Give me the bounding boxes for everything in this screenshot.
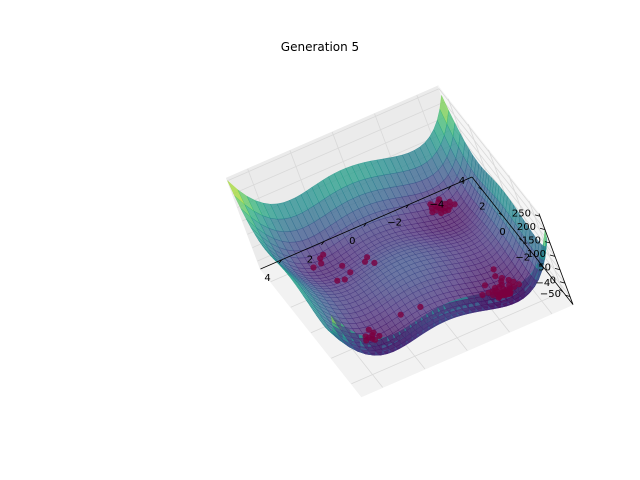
x-tick-label: 0 [349, 236, 355, 247]
tick-mark [559, 281, 566, 284]
population-point [376, 332, 383, 340]
population-point [339, 262, 346, 269]
population-point [320, 251, 327, 258]
population-point [451, 201, 458, 208]
tick-labels: −4 −2 0 2 4 −4 −2 0 2 4 −50 0 50 100 150 200 250 [264, 176, 571, 300]
gridline-wall-z [438, 88, 541, 217]
population-point [427, 201, 434, 208]
population-point [436, 196, 443, 203]
z-tick-label: 50 [538, 262, 551, 273]
population-points [310, 196, 523, 344]
tick-mark [405, 204, 409, 209]
population-point [510, 278, 517, 285]
population-point [492, 273, 499, 280]
population-point [370, 329, 377, 336]
gridline-floor-y [351, 291, 564, 385]
z-tick-label: −50 [540, 289, 561, 300]
population-point [445, 206, 452, 214]
population-point [498, 274, 505, 282]
tick-mark [559, 289, 564, 293]
population-point [429, 209, 436, 216]
gridline-wall-z [448, 115, 551, 244]
population-point [506, 285, 514, 292]
tick-mark [498, 212, 503, 216]
population-point [364, 254, 371, 261]
population-point [341, 276, 348, 283]
y-tick-label: −2 [515, 252, 530, 263]
population-point [505, 276, 512, 284]
population-point [446, 198, 453, 205]
x-tick-label: 2 [307, 254, 313, 265]
population-point [417, 303, 424, 310]
x-axis-line [260, 176, 473, 270]
population-point [515, 281, 523, 288]
tick-mark [321, 241, 325, 245]
tick-mark [534, 214, 541, 217]
population-point [371, 259, 378, 266]
x-tick-label: 4 [264, 273, 270, 284]
y-tick-label: −4 [536, 278, 551, 289]
population-point [438, 210, 445, 217]
tick-mark [544, 241, 551, 244]
population-point [492, 287, 499, 294]
population-point [347, 269, 354, 276]
x-tick-label: −2 [387, 218, 402, 229]
y-tick-label: 0 [499, 227, 505, 238]
tick-mark [278, 259, 282, 264]
population-point [372, 336, 379, 343]
gridline-wall-z [227, 88, 440, 182]
population-point [496, 283, 503, 290]
population-point [334, 277, 341, 284]
population-point [490, 266, 497, 273]
z-tick-label: 100 [527, 249, 546, 260]
z-tick-label: 150 [522, 236, 541, 247]
tick-mark [564, 294, 571, 297]
surface-patch [528, 286, 535, 294]
z-tick-label: 200 [517, 222, 536, 233]
population-point [434, 203, 441, 211]
tick-mark [554, 267, 561, 271]
tick-mark [539, 263, 543, 267]
population-point [365, 326, 372, 333]
population-point [318, 260, 325, 267]
x-tick-label: −4 [430, 199, 445, 210]
population-point [397, 311, 404, 318]
population-point [485, 289, 492, 296]
tick-mark [448, 186, 452, 190]
tick-mark [478, 187, 483, 191]
tick-mark [363, 222, 367, 227]
y-tick-label: 2 [479, 201, 485, 212]
population-point [441, 200, 448, 207]
gridline-wall-z [237, 115, 450, 208]
z-tick-label: 250 [512, 209, 531, 220]
tick-mark [539, 227, 546, 230]
population-point [310, 264, 317, 271]
tick-mark [518, 238, 523, 242]
gridline-wall-z [232, 101, 445, 195]
population-point [495, 294, 502, 301]
z-tick-label: 0 [550, 276, 556, 287]
gridline-wall-z [443, 101, 546, 230]
population-point [363, 337, 370, 344]
tick-mark [549, 254, 556, 257]
chart-title: Generation 5 [281, 40, 359, 54]
population-point [481, 282, 489, 289]
population-point [479, 291, 486, 299]
y-tick-label: 4 [459, 176, 465, 187]
z-axis-line [538, 213, 574, 305]
